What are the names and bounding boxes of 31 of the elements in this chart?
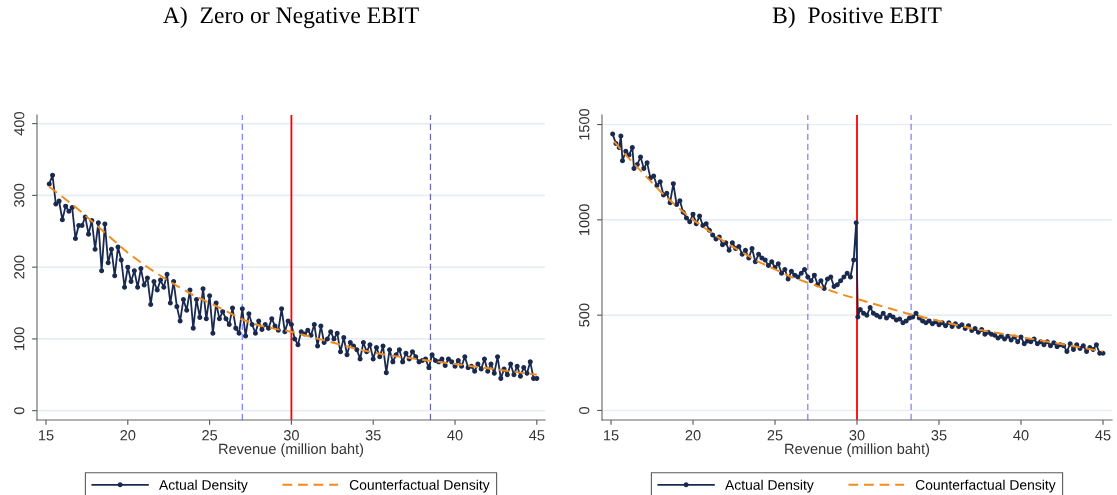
y-tick-label: 0: [14, 407, 25, 415]
x-tick-label: 30: [283, 430, 299, 441]
legend-label: Actual Density: [725, 479, 814, 493]
y-tick-label: 200: [14, 255, 25, 279]
x-tick-label: 25: [767, 430, 783, 441]
x-tick-label: 35: [931, 430, 947, 441]
x-axis-title: Revenue (million baht): [219, 443, 364, 457]
x-tick-label: 35: [365, 430, 381, 441]
chart-title: A) Zero or Negative EBIT: [163, 6, 419, 29]
legend-label: Counterfactual Density: [349, 479, 490, 493]
legend-label: Counterfactual Density: [915, 479, 1056, 493]
x-axis-title: Revenue (million baht): [785, 443, 930, 457]
y-tick-label: 100: [14, 327, 25, 350]
y-tick-label: 400: [14, 112, 25, 136]
x-tick-label: 15: [604, 430, 619, 441]
x-tick-label: 45: [529, 430, 545, 441]
y-tick-label: 500: [579, 303, 590, 327]
x-tick-label: 20: [120, 430, 136, 441]
y-tick-label: 300: [14, 183, 25, 207]
chart-title: B) Positive EBIT: [772, 6, 942, 29]
y-tick-label: 0: [579, 406, 590, 414]
legend-label: Actual Density: [159, 479, 248, 493]
y-tick-label: 1500: [579, 108, 590, 140]
x-tick-label: 20: [685, 430, 701, 441]
x-tick-label: 45: [1095, 430, 1111, 441]
x-tick-label: 25: [202, 430, 218, 441]
y-tick-label: 1000: [579, 204, 590, 235]
x-tick-label: 30: [849, 430, 865, 441]
x-tick-label: 40: [1013, 430, 1029, 441]
x-tick-label: 40: [447, 430, 463, 441]
x-tick-label: 15: [39, 430, 54, 441]
